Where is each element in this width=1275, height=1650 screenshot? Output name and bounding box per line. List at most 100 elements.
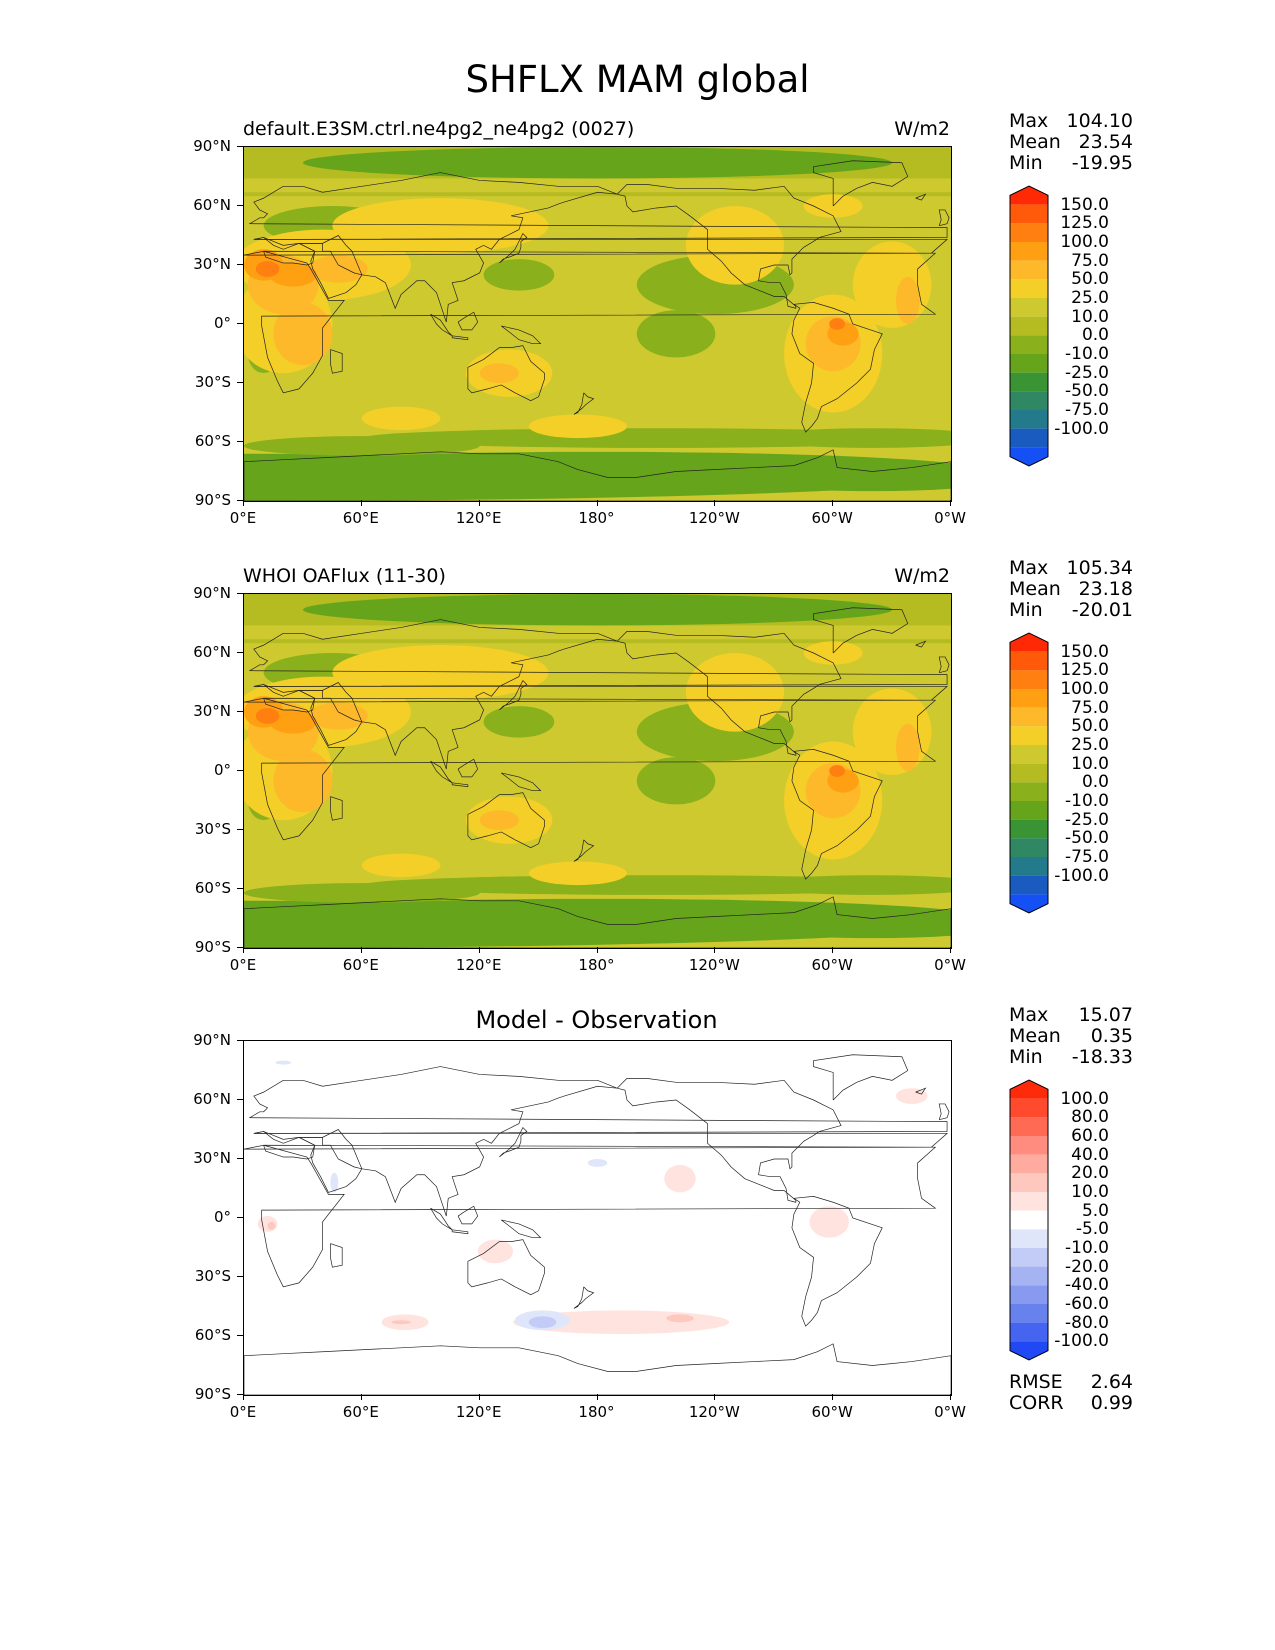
coastline (915, 193, 927, 201)
lat-tick-mark (237, 593, 243, 594)
coastline (298, 243, 363, 299)
lon-tick-mark (596, 947, 598, 953)
field-contour (685, 653, 785, 732)
lon-tick-label: 60°W (811, 1403, 853, 1421)
lon-tick-label: 120°W (688, 1403, 740, 1421)
coastline (791, 749, 883, 880)
colorbar-segment (1010, 819, 1048, 839)
colorbar-tick-label: 100.0 (1060, 1088, 1109, 1109)
coastline (791, 1196, 883, 1327)
coastline (330, 1243, 343, 1268)
coastline (467, 345, 545, 402)
figure-title: SHFLX MAM global (465, 58, 810, 101)
stat-label: Max (1009, 557, 1049, 579)
stat-label: Min (1009, 1046, 1043, 1068)
stat-label: Mean (1009, 1025, 1061, 1047)
field-contour (664, 1164, 696, 1193)
colorbar-tick-label: 5.0 (1081, 1200, 1109, 1221)
colorbar-tick-label: 75.0 (1071, 250, 1109, 271)
colorbar-segment (1010, 242, 1048, 261)
lon-tick-label: 180° (578, 1403, 615, 1421)
colorbar-segment (1010, 335, 1048, 354)
stat-label: Mean (1009, 131, 1061, 153)
lat-tick-mark (237, 1158, 243, 1159)
stat-mean: Mean 23.18 (1009, 578, 1133, 600)
coastline (616, 631, 842, 756)
colorbar-segment (1010, 726, 1048, 745)
lat-tick-mark (237, 382, 243, 383)
lon-tick-mark (478, 500, 480, 506)
field-contour (528, 414, 627, 439)
coastline (261, 697, 937, 841)
colorbar-tick-label: 10.0 (1071, 306, 1109, 327)
colorbar-tick-label: -10.0 (1065, 344, 1109, 364)
stat-label: RMSE (1009, 1371, 1063, 1393)
colorbar-segment (1010, 838, 1048, 857)
map-canvas (244, 594, 951, 948)
colorbar-segment (1010, 260, 1048, 280)
field-contour (244, 436, 480, 456)
colorbar (1009, 185, 1049, 467)
coastline (457, 758, 479, 778)
colorbar-tick-label: 75.0 (1071, 697, 1109, 718)
coastline (499, 232, 528, 264)
lon-tick-label: 0°E (229, 1403, 257, 1421)
colorbar-segment (1010, 670, 1048, 689)
colorbar-tick-label: -100.0 (1054, 1331, 1109, 1352)
field-contour (829, 765, 845, 777)
colorbar-segment (1010, 1210, 1048, 1230)
colorbar-segment (1010, 1285, 1048, 1304)
stat-min: Min -19.95 (1009, 152, 1133, 174)
coastline (330, 796, 343, 821)
colorbar-tick-label: -60.0 (1065, 1294, 1109, 1314)
lat-tick-label: 30°N (193, 1149, 231, 1167)
lon-tick-mark (478, 1394, 480, 1400)
field-contour (754, 428, 951, 448)
coastline (298, 690, 363, 746)
lat-tick-mark (237, 947, 243, 948)
colorbar-segment (1010, 1304, 1048, 1323)
field-contour (330, 1172, 339, 1193)
lon-tick-mark (832, 1394, 834, 1400)
coastline (499, 1126, 528, 1158)
lat-tick-label: 90°N (193, 1031, 231, 1049)
colorbar-segment (1010, 745, 1048, 764)
lon-tick-label: 60°W (811, 956, 853, 974)
coastline (261, 1144, 937, 1288)
colorbar-tick-label: -100.0 (1054, 865, 1109, 886)
panel-left-title: default.E3SM.ctrl.ne4pg2_ne4pg2 (0027) (243, 118, 635, 140)
colorbar-outline (1009, 632, 1049, 914)
lat-tick-label: 30°N (193, 255, 231, 273)
lat-tick-label: 30°S (194, 1267, 231, 1285)
colorbar-segment (1010, 1266, 1048, 1286)
field-contour (391, 1320, 411, 1325)
lat-tick-mark (237, 829, 243, 830)
lat-tick-mark (237, 500, 243, 501)
lon-tick-label: 60°W (811, 509, 853, 527)
field-contour (896, 1088, 928, 1104)
lon-tick-label: 120°W (688, 956, 740, 974)
lon-tick-mark (243, 1394, 244, 1400)
field-contour (361, 406, 441, 431)
field-contour (308, 255, 368, 283)
coastline (457, 311, 479, 331)
coastline (501, 772, 542, 792)
colorbar-segment (1010, 354, 1048, 373)
colorbar-tick-label: 40.0 (1071, 1144, 1109, 1165)
colorbar-tick-label: 150.0 (1060, 194, 1109, 215)
colorbar-tick-label: 60.0 (1071, 1126, 1109, 1146)
coastline (248, 619, 948, 770)
lat-tick-label: 90°S (194, 1385, 231, 1403)
colorbar-tick-label: -80.0 (1065, 1312, 1109, 1333)
colorbar-outline (1009, 185, 1049, 467)
colorbar-tick-label: -75.0 (1065, 847, 1109, 867)
colorbar-segment (1010, 391, 1048, 410)
stat-value: 23.18 (1078, 578, 1133, 600)
field-contour (528, 1316, 557, 1329)
panel-center-title: Model - Observation (475, 1006, 718, 1034)
stat-label: Min (1009, 599, 1043, 621)
panel-units: W/m2 (894, 565, 950, 587)
colorbar-segment (1010, 651, 1048, 671)
lat-tick-mark (237, 770, 243, 771)
colorbar-segment (1010, 857, 1048, 876)
